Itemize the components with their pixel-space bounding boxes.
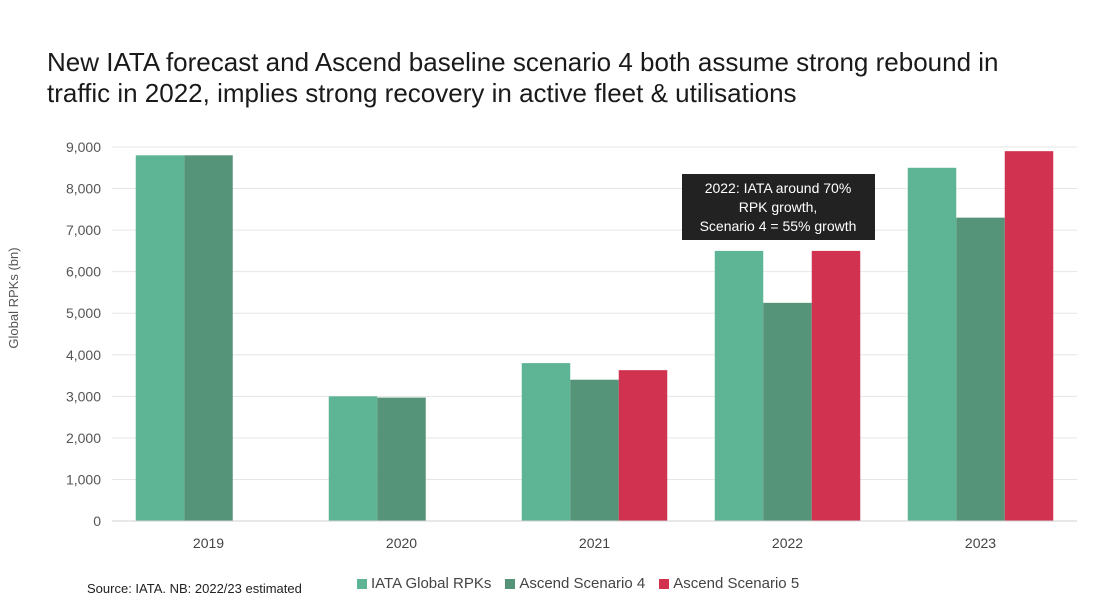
- bar-ascend-scenario-4-2019: [184, 155, 233, 522]
- bar-ascend-scenario-4-2022: [763, 302, 812, 521]
- annotation-line-1: 2022: IATA around 70%: [705, 180, 852, 196]
- y-axis-ticks: 0 1,000 2,000 3,000 4,000 5,000 6,000 7,000 8,00…: [66, 139, 101, 529]
- y-tick-label: 7,000: [66, 222, 101, 238]
- bar-ascend-scenario-4-2020: [377, 397, 426, 521]
- y-tick-label: 8,000: [66, 181, 101, 197]
- bar-iata-global-rpks-2019: [135, 155, 185, 522]
- source-note: Source: IATA. NB: 2022/23 estimated: [87, 581, 302, 596]
- legend-label-scenario-5: Ascend Scenario 5: [673, 575, 800, 592]
- x-axis-ticks: 2019 2020 2021 2022 2023: [193, 535, 996, 551]
- legend-item-iata: IATA Global RPKs: [357, 575, 491, 592]
- bar-iata-global-rpks-2023: [907, 167, 957, 521]
- legend-swatch-scenario-5: [659, 578, 670, 589]
- annotation-box: 2022: IATA around 70% RPK growth, Scenar…: [682, 174, 875, 240]
- y-axis-label: Global RPKs (bn): [6, 247, 21, 348]
- legend-swatch-scenario-4: [505, 578, 516, 589]
- bars: [135, 151, 1054, 522]
- y-tick-label: 5,000: [66, 305, 101, 321]
- y-tick-label: 2,000: [66, 430, 101, 446]
- x-tick-label: 2020: [386, 535, 417, 551]
- y-tick-label: 6,000: [66, 264, 101, 280]
- y-tick-label: 4,000: [66, 347, 101, 363]
- y-tick-label: 9,000: [66, 139, 101, 155]
- legend-swatch-iata: [357, 578, 367, 589]
- bar-iata-global-rpks-2022: [714, 250, 764, 521]
- bar-iata-global-rpks-2020: [328, 396, 378, 521]
- x-tick-label: 2023: [965, 535, 996, 551]
- legend: IATA Global RPKs Ascend Scenario 4 Ascen…: [357, 575, 813, 592]
- legend-label-iata: IATA Global RPKs: [371, 575, 492, 592]
- bar-ascend-scenario-5-2021: [618, 370, 668, 521]
- bar-iata-global-rpks-2021: [521, 363, 571, 521]
- bar-ascend-scenario-4-2021: [570, 379, 619, 521]
- bar-ascend-scenario-5-2023: [1004, 151, 1054, 521]
- y-tick-label: 0: [93, 513, 101, 529]
- x-tick-label: 2019: [193, 535, 224, 551]
- annotation-line-2: RPK growth,: [739, 199, 818, 215]
- y-tick-label: 1,000: [66, 471, 101, 487]
- legend-item-scenario-5: Ascend Scenario 5: [659, 575, 799, 592]
- x-tick-label: 2022: [772, 535, 803, 551]
- x-tick-label: 2021: [579, 535, 610, 551]
- legend-label-scenario-4: Ascend Scenario 4: [519, 575, 646, 592]
- bar-ascend-scenario-5-2022: [811, 250, 861, 521]
- chart-title: New IATA forecast and Ascend baseline sc…: [47, 47, 999, 108]
- legend-item-scenario-4: Ascend Scenario 4: [505, 575, 645, 592]
- annotation-line-3: Scenario 4 = 55% growth: [700, 218, 857, 234]
- y-tick-label: 3,000: [66, 388, 101, 404]
- bar-ascend-scenario-4-2023: [956, 217, 1005, 521]
